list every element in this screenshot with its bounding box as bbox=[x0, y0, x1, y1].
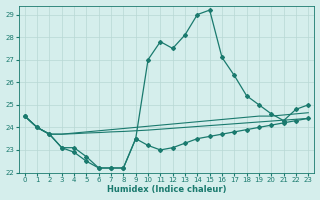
X-axis label: Humidex (Indice chaleur): Humidex (Indice chaleur) bbox=[107, 185, 226, 194]
